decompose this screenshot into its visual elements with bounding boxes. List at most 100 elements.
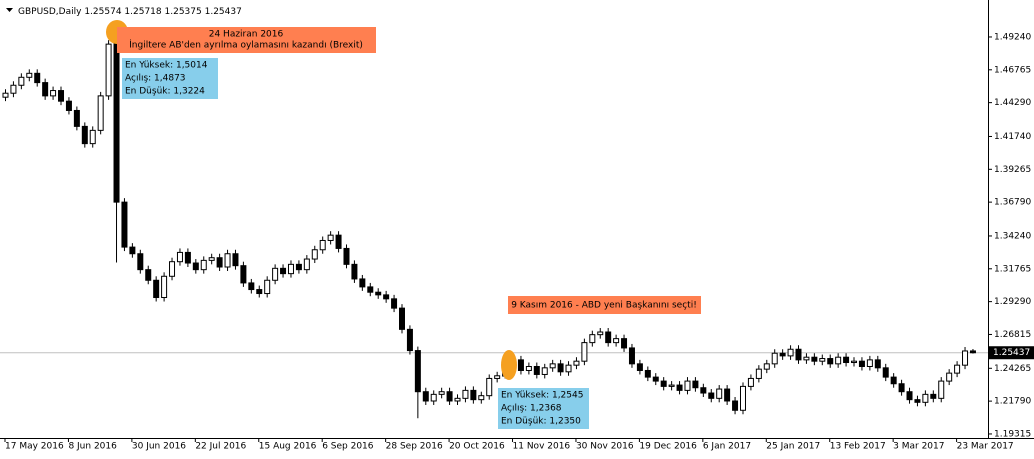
candle-body: [391, 298, 398, 309]
annotation-text: İngiltere AB'den ayrılma oylamasını kaza…: [129, 40, 363, 51]
candle-body: [486, 377, 493, 397]
candle-body: [763, 363, 770, 370]
y-tick-label: 1.44290: [994, 98, 1031, 108]
candle-body: [383, 294, 390, 300]
candle-body: [327, 234, 334, 241]
candle-body: [668, 384, 675, 387]
candle-body: [192, 262, 199, 271]
candle-body: [819, 358, 826, 362]
candle-body: [176, 251, 183, 263]
candle-body: [708, 392, 715, 399]
annotation-box: [508, 296, 701, 314]
x-tick-label: 11 Nov 2016: [513, 442, 571, 452]
candle-body: [621, 338, 628, 349]
info-line: Açılış: 1,2368: [501, 404, 562, 414]
candle-body: [359, 278, 366, 288]
price-label: 1.25437: [993, 348, 1030, 358]
info-line: Açılış: 1,4873: [125, 74, 186, 84]
y-tick-label: 1.46765: [994, 65, 1031, 75]
candle-body: [644, 369, 651, 378]
candle-body: [287, 263, 294, 275]
x-tick-label: 15 Aug 2016: [259, 442, 317, 452]
candle-body: [779, 352, 786, 357]
info-box: [122, 58, 218, 99]
y-tick-label: 1.41740: [994, 132, 1031, 142]
candle-body: [684, 380, 691, 391]
candle-body: [787, 348, 794, 357]
candle-body: [930, 393, 937, 399]
candle-body: [541, 367, 548, 375]
annotations: 24 Haziran 2016 İngiltere AB'den ayrılma…: [106, 20, 701, 429]
candle-body: [565, 364, 572, 373]
candle-body: [153, 279, 160, 299]
x-tick-label: 30 Nov 2016: [576, 442, 634, 452]
candle-body: [954, 364, 961, 374]
candle-body: [272, 267, 279, 281]
highlight-marker: [501, 350, 517, 380]
candle-body: [311, 249, 318, 260]
candle-body: [208, 257, 215, 261]
candle-body: [2, 92, 9, 98]
x-tick-label: 23 Mar 2017: [957, 442, 1014, 452]
candle-body: [628, 347, 635, 365]
y-tick-label: 1.31765: [994, 264, 1031, 274]
candle-body: [81, 125, 88, 145]
candle-body: [732, 400, 739, 411]
x-tick-label: 13 Feb 2017: [830, 442, 886, 452]
candle-body: [351, 263, 358, 280]
candle-body: [216, 257, 223, 268]
candle-body: [533, 365, 540, 375]
candle-body: [795, 348, 802, 361]
candle-body: [660, 380, 667, 387]
candle-body: [406, 328, 413, 352]
candle-body: [700, 387, 707, 394]
y-tick-label: 1.26815: [994, 330, 1031, 340]
candle-body: [549, 363, 556, 369]
candle-body: [145, 269, 152, 281]
y-tick-label: 1.49240: [994, 32, 1031, 42]
candle-body: [589, 334, 596, 344]
x-tick-label: 20 Oct 2016: [449, 442, 505, 452]
y-tick-label: 1.19315: [994, 429, 1031, 439]
x-tick-label: 30 Jun 2016: [132, 442, 186, 452]
y-tick-label: 1.29290: [994, 297, 1031, 307]
candle-body: [399, 307, 405, 330]
x-tick-label: 25 Jan 2017: [766, 442, 820, 452]
header-low: 1.25375: [165, 7, 202, 17]
y-tick-label: 1.39265: [994, 165, 1031, 175]
header-open: 1.25574: [84, 7, 121, 17]
candle-body: [422, 391, 429, 402]
candle-body: [73, 109, 80, 127]
candle-body: [430, 393, 437, 402]
candle-body: [652, 376, 659, 382]
candle-body: [851, 360, 858, 364]
candle-body: [248, 282, 255, 291]
annotation-text: 9 Kasım 2016 - ABD yeni Başkanını seçti!: [511, 301, 697, 311]
candle-body: [161, 275, 168, 299]
candle-body: [922, 393, 929, 403]
candle-body: [692, 380, 699, 389]
candle-body: [367, 286, 374, 293]
candle-body: [636, 363, 643, 371]
candle-body: [200, 259, 207, 271]
candle-body: [89, 129, 96, 145]
candle-body: [938, 380, 945, 399]
candle-body: [898, 383, 905, 393]
menu-triangle: [6, 8, 13, 12]
candle-body: [470, 389, 477, 401]
candle-body: [969, 350, 976, 354]
x-tick-label: 17 May 2016: [5, 442, 64, 452]
annotation-box: [117, 27, 376, 53]
y-tick-label: 1.36790: [994, 198, 1031, 208]
candle-body: [335, 234, 342, 249]
x-tick-label: 6 Jan 2017: [703, 442, 751, 452]
info-box: [498, 388, 589, 429]
candle-body: [34, 72, 41, 84]
candle-body: [129, 246, 136, 255]
info-line: En Yüksek: 1,2545: [501, 391, 583, 401]
candle-body: [280, 267, 287, 275]
candle-body: [724, 388, 731, 402]
candle-body: [446, 391, 453, 402]
candle-body: [97, 95, 104, 131]
